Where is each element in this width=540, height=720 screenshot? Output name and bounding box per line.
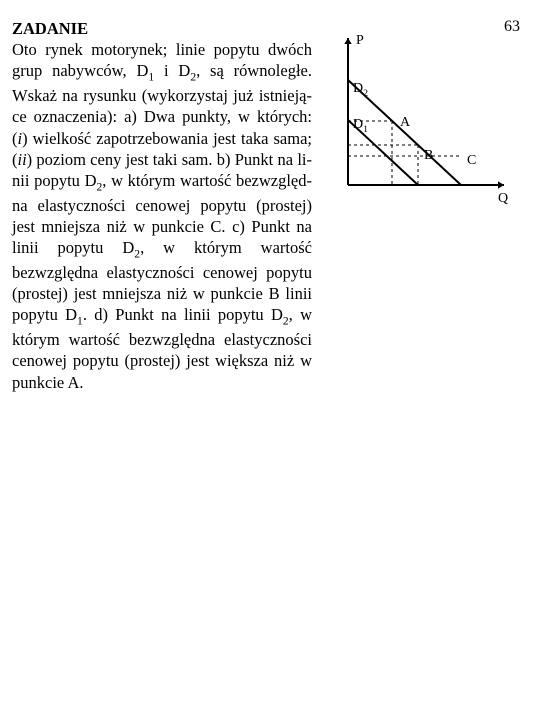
svg-text:C: C — [467, 153, 476, 168]
svg-text:P: P — [356, 33, 364, 48]
body-text: Oto rynek motorynek; linie popytu dwóch … — [12, 40, 312, 391]
svg-text:Q: Q — [498, 191, 508, 206]
chart-column: PQD1D2ABC — [312, 18, 526, 393]
demand-chart: PQD1D2ABC — [326, 30, 511, 210]
content-area: ZADANIE Oto rynek motorynek; linie popyt… — [0, 0, 540, 393]
page-number: 63 — [504, 18, 520, 36]
svg-text:A: A — [400, 115, 411, 130]
title: ZADANIE — [12, 19, 88, 38]
svg-text:D2: D2 — [353, 81, 368, 99]
text-column: ZADANIE Oto rynek motorynek; linie popyt… — [12, 18, 312, 393]
svg-text:B: B — [424, 148, 433, 163]
